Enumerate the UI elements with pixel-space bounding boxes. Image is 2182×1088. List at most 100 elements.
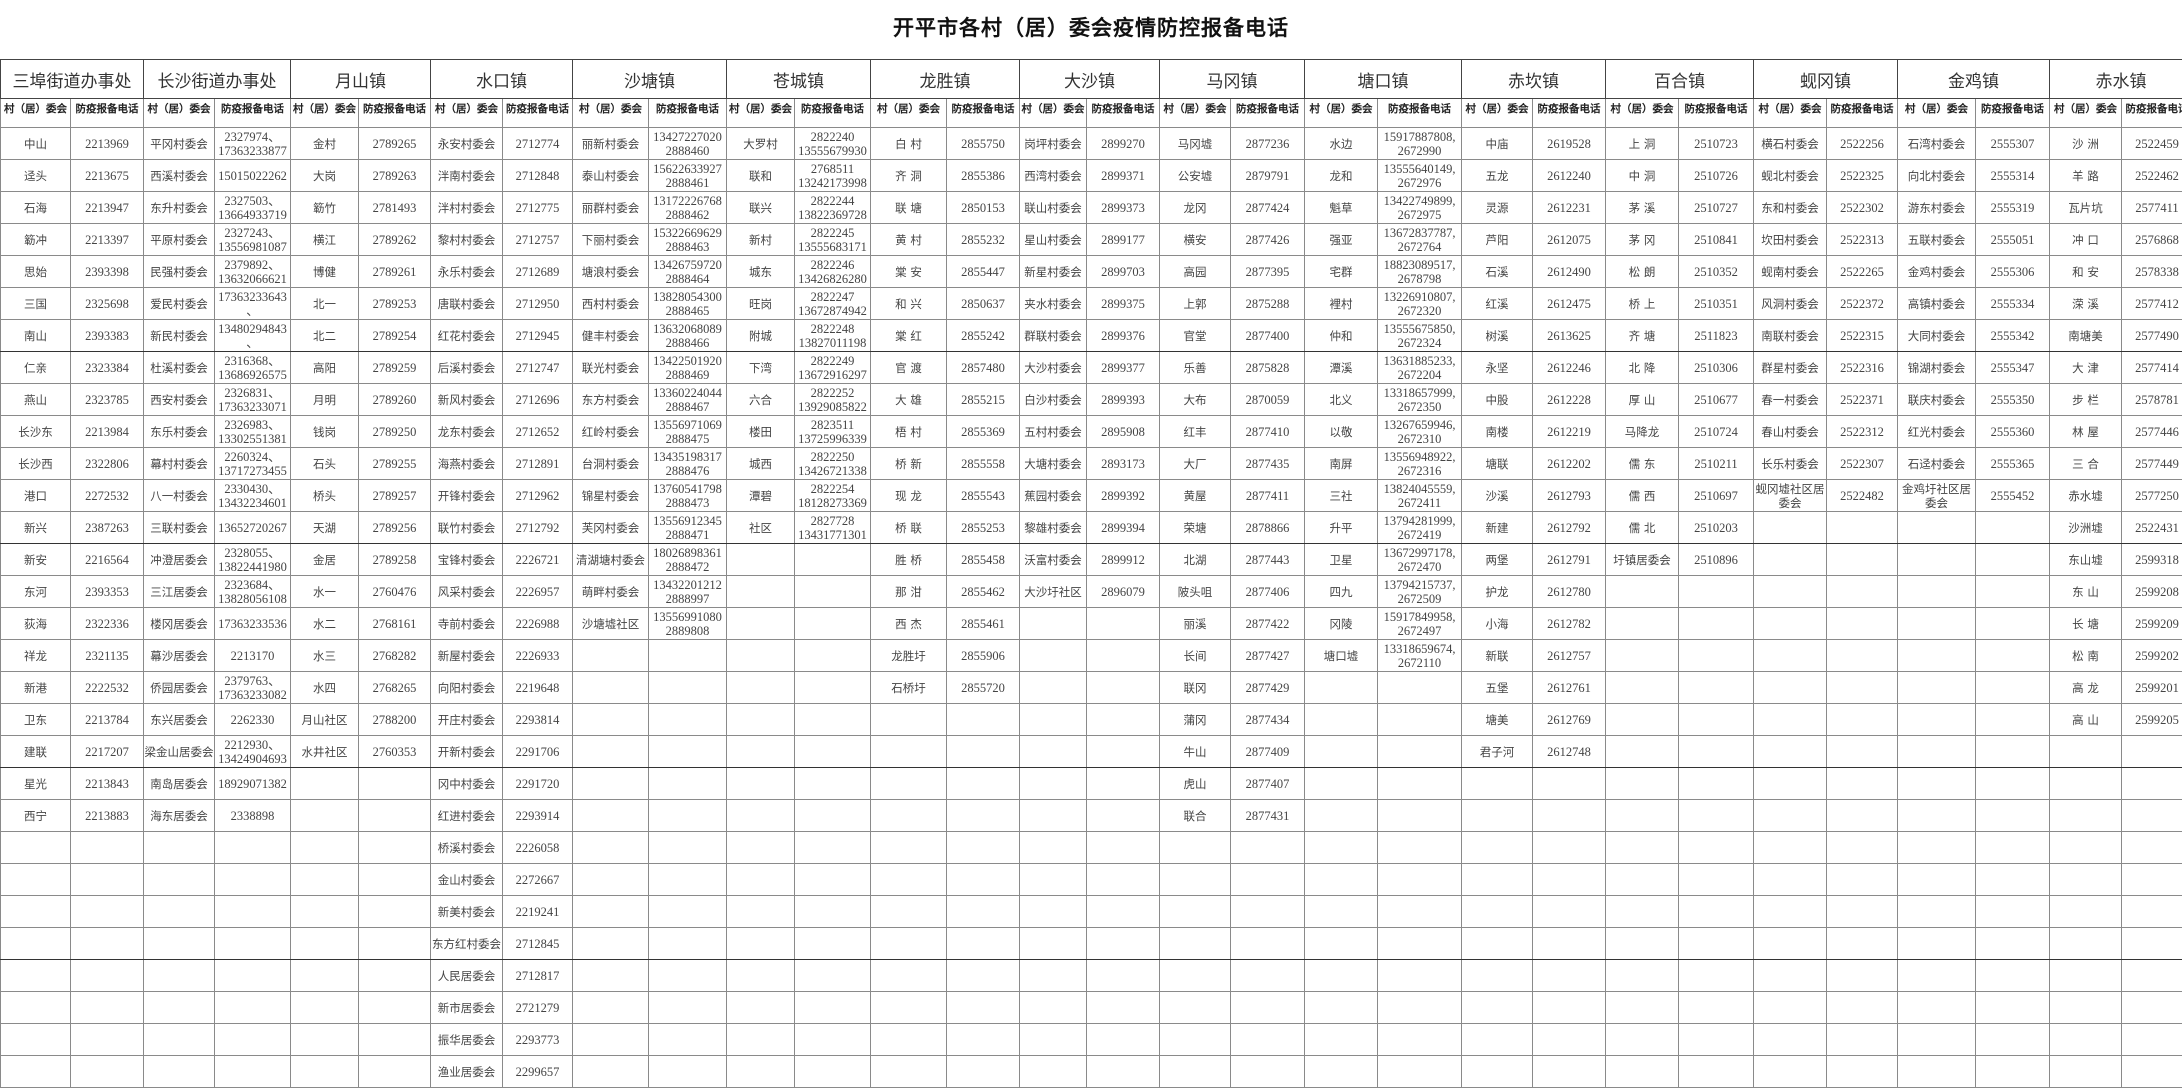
committee-column-header: 村（居）委会: [1160, 99, 1231, 128]
empty-cell: [1231, 992, 1305, 1024]
empty-cell: [144, 1024, 215, 1056]
committee-cell: 长乐村委会: [1754, 448, 1827, 480]
phone-cell: 13555675850, 2672324: [1378, 320, 1462, 352]
empty-cell: [573, 704, 649, 736]
committee-cell: 儒 西: [1606, 480, 1679, 512]
committee-cell: 升平: [1305, 512, 1378, 544]
empty-cell: [1533, 1024, 1606, 1056]
phone-cell: 2212930、 13424904693: [215, 736, 291, 768]
committee-cell: 灵源: [1462, 192, 1533, 224]
phone-cell: 2522265: [1827, 256, 1898, 288]
empty-cell: [291, 928, 359, 960]
empty-cell: [1231, 896, 1305, 928]
empty-cell: [1754, 832, 1827, 864]
empty-cell: [1827, 1056, 1898, 1088]
committee-cell: 两堡: [1462, 544, 1533, 576]
empty-cell: [947, 768, 1020, 800]
empty-cell: [1827, 608, 1898, 640]
phone-cell: 2326983、 13302551381: [215, 416, 291, 448]
committee-cell: 新港: [1, 672, 71, 704]
empty-cell: [727, 800, 795, 832]
committee-cell: 桥 联: [871, 512, 947, 544]
committee-cell: 卫东: [1, 704, 71, 736]
phone-cell: 2510352: [1679, 256, 1754, 288]
empty-cell: [1305, 896, 1378, 928]
empty-cell: [2050, 960, 2122, 992]
empty-cell: [649, 672, 727, 704]
phone-cell: 2877395: [1231, 256, 1305, 288]
page-title: 开平市各村（居）委会疫情防控报备电话: [0, 0, 2182, 59]
empty-cell: [1679, 832, 1754, 864]
committee-cell: 联竹村委会: [431, 512, 503, 544]
empty-cell: [871, 768, 947, 800]
committee-column-header: 村（居）委会: [291, 99, 359, 128]
committee-cell: 东山墟: [2050, 544, 2122, 576]
empty-cell: [2050, 992, 2122, 1024]
committee-cell: 三社: [1305, 480, 1378, 512]
empty-cell: [947, 928, 1020, 960]
empty-cell: [1231, 1024, 1305, 1056]
committee-cell: 长沙西: [1, 448, 71, 480]
empty-cell: [795, 800, 871, 832]
phone-cell: 2510727: [1679, 192, 1754, 224]
phone-cell: 13267659946, 2672310: [1378, 416, 1462, 448]
phone-cell: 2855558: [947, 448, 1020, 480]
committee-cell: 羊 路: [2050, 160, 2122, 192]
phone-cell: 2877435: [1231, 448, 1305, 480]
committee-cell: 健丰村委会: [573, 320, 649, 352]
phone-cell: 2213984: [71, 416, 144, 448]
empty-cell: [573, 768, 649, 800]
phone-cell: 2760353: [359, 736, 431, 768]
empty-cell: [1976, 992, 2050, 1024]
empty-cell: [144, 1056, 215, 1088]
phone-cell: 2599205: [2122, 704, 2182, 736]
empty-cell: [1606, 1024, 1679, 1056]
empty-cell: [795, 864, 871, 896]
phone-cell: 2612748: [1533, 736, 1606, 768]
phone-cell: 2899394: [1087, 512, 1160, 544]
phone-cell: 2768282: [359, 640, 431, 672]
empty-cell: [1976, 512, 2050, 544]
empty-cell: [649, 992, 727, 1024]
empty-cell: [1087, 608, 1160, 640]
empty-cell: [215, 1056, 291, 1088]
empty-cell: [1679, 992, 1754, 1024]
committee-cell: 新联: [1462, 640, 1533, 672]
committee-cell: 锦星村委会: [573, 480, 649, 512]
phone-cell: 2510723: [1679, 128, 1754, 160]
committee-cell: 丽群村委会: [573, 192, 649, 224]
empty-cell: [1020, 704, 1087, 736]
phone-cell: 2522313: [1827, 224, 1898, 256]
phone-cell: 2226957: [503, 576, 573, 608]
empty-cell: [727, 960, 795, 992]
phone-cell: 2899703: [1087, 256, 1160, 288]
phone-cell: 2555365: [1976, 448, 2050, 480]
empty-cell: [215, 864, 291, 896]
empty-cell: [1160, 928, 1231, 960]
phone-cell: 2879791: [1231, 160, 1305, 192]
empty-cell: [1827, 960, 1898, 992]
committee-cell: 后溪村委会: [431, 352, 503, 384]
phone-cell: 13226910807, 2672320: [1378, 288, 1462, 320]
committee-cell: 新风村委会: [431, 384, 503, 416]
phone-cell: 2612231: [1533, 192, 1606, 224]
empty-cell: [291, 800, 359, 832]
committee-cell: 西溪村委会: [144, 160, 215, 192]
empty-cell: [727, 768, 795, 800]
committee-cell: 港口: [1, 480, 71, 512]
committee-cell: 侨园居委会: [144, 672, 215, 704]
phone-column-header: 防疫报备电话: [947, 99, 1020, 128]
empty-cell: [1020, 1024, 1087, 1056]
phone-cell: 2878866: [1231, 512, 1305, 544]
phone-cell: 2789255: [359, 448, 431, 480]
committee-cell: 燕山: [1, 384, 71, 416]
committee-cell: 那 泔: [871, 576, 947, 608]
empty-cell: [1533, 928, 1606, 960]
committee-cell: 石头: [291, 448, 359, 480]
committee-cell: 高阳: [291, 352, 359, 384]
phone-cell: 2555350: [1976, 384, 2050, 416]
